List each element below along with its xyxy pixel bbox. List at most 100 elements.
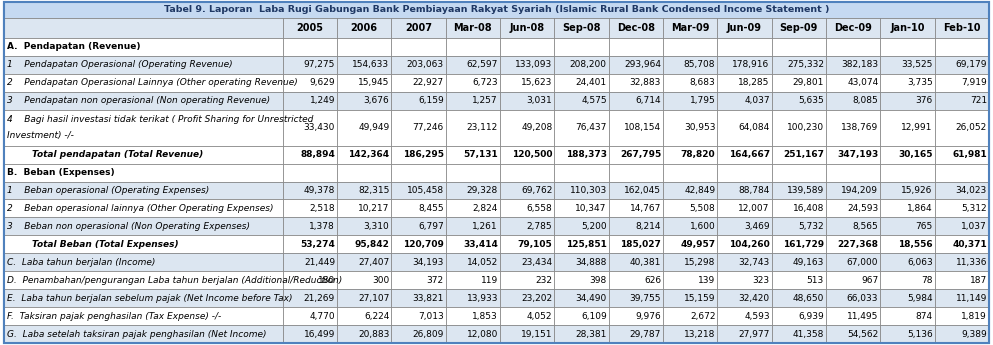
Text: 27,407: 27,407 <box>358 258 389 267</box>
Bar <box>609 199 663 217</box>
Bar <box>663 146 717 164</box>
Text: 49,949: 49,949 <box>358 123 389 132</box>
Bar <box>391 181 446 199</box>
Bar <box>554 38 609 56</box>
Text: 161,729: 161,729 <box>782 240 824 249</box>
Bar <box>663 164 717 181</box>
Bar <box>663 181 717 199</box>
Bar <box>283 38 337 56</box>
Bar <box>663 325 717 343</box>
Text: 1,037: 1,037 <box>961 222 987 231</box>
Bar <box>609 307 663 325</box>
Text: 5,200: 5,200 <box>581 222 607 231</box>
Text: 139: 139 <box>698 276 715 285</box>
Bar <box>391 146 446 164</box>
Text: 34,490: 34,490 <box>576 294 607 303</box>
Text: G.  Laba setelah taksiran pajak penghasilan (Net Income): G. Laba setelah taksiran pajak penghasil… <box>7 329 266 338</box>
Text: 110,303: 110,303 <box>569 186 607 195</box>
Text: 227,368: 227,368 <box>837 240 879 249</box>
Bar <box>283 56 337 74</box>
Text: 1,257: 1,257 <box>473 96 498 105</box>
Text: 33,525: 33,525 <box>902 60 932 69</box>
Bar <box>337 307 391 325</box>
Text: 186,295: 186,295 <box>403 150 444 159</box>
Text: 178,916: 178,916 <box>733 60 770 69</box>
Text: Jan-10: Jan-10 <box>891 23 924 33</box>
Bar <box>283 18 337 38</box>
Text: 9,629: 9,629 <box>310 78 335 87</box>
Bar <box>609 92 663 110</box>
Text: 1,819: 1,819 <box>961 312 987 321</box>
Bar <box>554 217 609 235</box>
Bar <box>663 289 717 307</box>
Bar <box>609 217 663 235</box>
Bar <box>446 18 500 38</box>
Text: 24,593: 24,593 <box>847 204 879 213</box>
Text: 62,597: 62,597 <box>467 60 498 69</box>
Bar <box>881 253 934 271</box>
Bar <box>446 38 500 56</box>
Text: 19,151: 19,151 <box>521 329 552 338</box>
Bar <box>391 325 446 343</box>
Text: 57,131: 57,131 <box>464 150 498 159</box>
Bar <box>446 253 500 271</box>
Bar <box>609 181 663 199</box>
Text: 8,214: 8,214 <box>636 222 661 231</box>
Bar <box>717 307 772 325</box>
Text: 11,149: 11,149 <box>955 294 987 303</box>
Bar <box>663 74 717 92</box>
Text: 2005: 2005 <box>297 23 324 33</box>
Bar <box>826 18 881 38</box>
Bar <box>500 199 554 217</box>
Bar <box>391 271 446 289</box>
Text: 4,593: 4,593 <box>744 312 770 321</box>
Text: 9,389: 9,389 <box>961 329 987 338</box>
Text: 3,469: 3,469 <box>744 222 770 231</box>
Text: F.  Taksiran pajak penghasilan (Tax Expense) -/-: F. Taksiran pajak penghasilan (Tax Expen… <box>7 312 221 321</box>
Bar <box>717 74 772 92</box>
Text: 2    Pendapatan Operasional Lainnya (Other operating Revenue): 2 Pendapatan Operasional Lainnya (Other … <box>7 78 298 87</box>
Text: 23,202: 23,202 <box>521 294 552 303</box>
Bar <box>554 271 609 289</box>
Bar <box>500 18 554 38</box>
Bar <box>663 235 717 253</box>
Bar <box>4 38 283 56</box>
Bar <box>826 217 881 235</box>
Bar <box>826 164 881 181</box>
Text: 13,218: 13,218 <box>684 329 715 338</box>
Text: 40,371: 40,371 <box>952 240 987 249</box>
Text: 34,023: 34,023 <box>955 186 987 195</box>
Text: 7,013: 7,013 <box>418 312 444 321</box>
Text: 23,434: 23,434 <box>521 258 552 267</box>
Bar <box>881 38 934 56</box>
Bar <box>391 92 446 110</box>
Text: Total pendapatan (Total Revenue): Total pendapatan (Total Revenue) <box>7 150 204 159</box>
Text: 120,500: 120,500 <box>511 150 552 159</box>
Text: 5,984: 5,984 <box>907 294 932 303</box>
Bar <box>717 146 772 164</box>
Text: Tabel 9. Laporan  Laba Rugi Gabungan Bank Pembiayaan Rakyat Syariah (Islamic Rur: Tabel 9. Laporan Laba Rugi Gabungan Bank… <box>164 6 829 14</box>
Text: 5,508: 5,508 <box>689 204 715 213</box>
Text: 29,787: 29,787 <box>630 329 661 338</box>
Text: 16,408: 16,408 <box>792 204 824 213</box>
Bar <box>337 289 391 307</box>
Text: 3,735: 3,735 <box>907 78 932 87</box>
Bar <box>500 235 554 253</box>
Bar <box>500 289 554 307</box>
Bar <box>826 38 881 56</box>
Bar <box>881 18 934 38</box>
Bar <box>881 217 934 235</box>
Text: 6,063: 6,063 <box>907 258 932 267</box>
Text: 5,312: 5,312 <box>961 204 987 213</box>
Bar <box>663 199 717 217</box>
Text: 8,683: 8,683 <box>689 78 715 87</box>
Text: 119: 119 <box>481 276 498 285</box>
Text: Investment) -/-: Investment) -/- <box>7 131 73 140</box>
Text: 3    Beban non operasional (Non Operating Expenses): 3 Beban non operasional (Non Operating E… <box>7 222 250 231</box>
Bar <box>609 164 663 181</box>
Bar <box>772 146 826 164</box>
Bar <box>391 110 446 146</box>
Bar <box>283 74 337 92</box>
Bar <box>772 325 826 343</box>
Text: 376: 376 <box>916 96 932 105</box>
